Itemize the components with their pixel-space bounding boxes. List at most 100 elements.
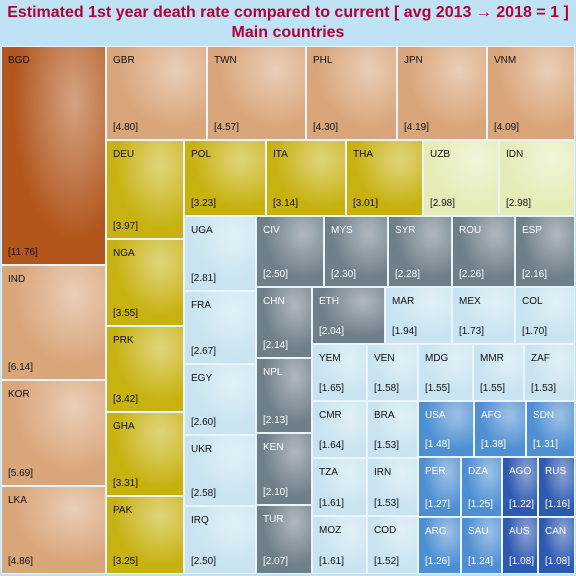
cell-value-label: [3.25] <box>113 556 139 567</box>
cell-value-label: [2.67] <box>191 346 217 357</box>
cell-value-label: [4.57] <box>214 122 240 133</box>
cell-value-label: [1.53] <box>531 383 557 394</box>
cell-value-label: [1.26] <box>425 556 451 567</box>
cell-code-label: GHA <box>113 421 135 432</box>
cell-code-label: VEN <box>374 353 395 364</box>
treemap-cell-bgd: BGD [11.76] <box>1 46 106 265</box>
cell-code-label: AGO <box>509 466 532 477</box>
treemap-cell-jpn: JPN [4.19] <box>397 46 487 140</box>
cell-value-label: [4.30] <box>313 122 339 133</box>
cell-value-label: [1.08] <box>545 556 571 567</box>
treemap-cell-mar: MAR [1.94] <box>385 287 452 344</box>
cell-code-label: GBR <box>113 55 135 66</box>
treemap-cell-tur: TUR [2.07] <box>256 505 312 574</box>
cell-value-label: [1.61] <box>319 556 345 567</box>
treemap-cell-rou: ROU [2.26] <box>452 216 515 287</box>
cell-code-label: COD <box>374 525 397 536</box>
chart-title: Estimated 1st year death rate compared t… <box>7 4 569 21</box>
treemap-cell-ken: KEN [2.10] <box>256 433 312 505</box>
treemap-cell-sdn: SDN [1.31] <box>526 401 575 457</box>
treemap-cell-gbr: GBR [4.80] <box>106 46 207 140</box>
cell-code-label: LKA <box>8 495 27 506</box>
cell-code-label: CAN <box>545 526 567 537</box>
cell-code-label: VNM <box>494 55 517 66</box>
cell-code-label: UGA <box>191 225 213 236</box>
cell-value-label: [3.97] <box>113 221 139 232</box>
treemap-cell-mys: MYS [2.30] <box>324 216 388 287</box>
cell-code-label: ITA <box>273 149 288 160</box>
treemap-cell-aus: AUS [1.08] <box>502 517 538 574</box>
cell-code-label: ROU <box>459 225 482 236</box>
treemap-cell-dza: DZA [1.25] <box>461 457 502 517</box>
cell-value-label: [1.27] <box>425 499 451 510</box>
cell-code-label: ARG <box>425 526 447 537</box>
treemap-cell-sau: SAU [1.24] <box>461 517 502 574</box>
cell-code-label: MEX <box>459 296 481 307</box>
cell-code-label: BRA <box>374 410 395 421</box>
cell-value-label: [2.10] <box>263 487 289 498</box>
cell-value-label: [4.19] <box>404 122 430 133</box>
treemap-cell-usa: USA [1.48] <box>418 401 474 457</box>
treemap-cell-moz: MOZ [1.61] <box>312 516 367 574</box>
cell-value-label: [1.53] <box>374 498 400 509</box>
cell-code-label: AUS <box>509 526 530 537</box>
cell-value-label: [1.55] <box>480 383 506 394</box>
treemap-cell-cod: COD [1.52] <box>367 516 418 574</box>
cell-code-label: PAK <box>113 505 133 516</box>
cell-code-label: DEU <box>113 149 135 160</box>
cell-code-label: EGY <box>191 373 213 384</box>
cell-value-label: [1.55] <box>425 383 451 394</box>
cell-code-label: IND <box>8 274 26 285</box>
chart-subtitle: Main countries <box>231 24 345 41</box>
cell-code-label: SAU <box>468 526 489 537</box>
cell-value-label: [2.14] <box>263 340 289 351</box>
cell-code-label: MOZ <box>319 525 342 536</box>
cell-code-label: IDN <box>506 149 524 160</box>
cell-value-label: [3.01] <box>353 198 379 209</box>
treemap-cell-eth: ETH [2.04] <box>312 287 385 344</box>
cell-value-label: [3.42] <box>113 394 139 405</box>
cell-value-label: [3.31] <box>113 478 139 489</box>
cell-code-label: UKR <box>191 444 213 455</box>
cell-code-label: SDN <box>533 410 555 421</box>
cell-value-label: [3.23] <box>191 198 217 209</box>
cell-value-label: [2.50] <box>263 269 289 280</box>
cell-code-label: CHN <box>263 296 285 307</box>
cell-code-label: MMR <box>480 353 504 364</box>
treemap-cell-yem: YEM [1.65] <box>312 344 367 401</box>
treemap-cell-ukr: UKR [2.58] <box>184 435 256 506</box>
cell-value-label: [1.24] <box>468 556 494 567</box>
treemap-cell-ita: ITA [3.14] <box>266 140 346 216</box>
cell-value-label: [1.94] <box>392 326 418 337</box>
cell-code-label: PHL <box>313 55 333 66</box>
treemap-cell-prk: PRK [3.42] <box>106 326 184 412</box>
treemap-cell-phl: PHL [4.30] <box>306 46 397 140</box>
cell-value-label: [2.13] <box>263 415 289 426</box>
cell-code-label: PER <box>425 466 446 477</box>
cell-code-label: PRK <box>113 335 134 346</box>
cell-code-label: CMR <box>319 410 342 421</box>
treemap-cell-irn: IRN [1.53] <box>367 458 418 516</box>
treemap-cell-can: CAN [1.08] <box>538 517 575 574</box>
cell-code-label: IRN <box>374 467 392 478</box>
treemap-cell-bra: BRA [1.53] <box>367 401 418 458</box>
cell-value-label: [2.04] <box>319 326 345 337</box>
treemap-cell-mmr: MMR [1.55] <box>473 344 524 401</box>
treemap-cell-per: PER [1.27] <box>418 457 461 517</box>
treemap-cell-rus: RUS [1.16] <box>538 457 575 517</box>
treemap-cell-npl: NPL [2.13] <box>256 358 312 433</box>
cell-code-label: COL <box>522 296 543 307</box>
cell-value-label: [3.55] <box>113 308 139 319</box>
cell-code-label: RUS <box>545 466 567 477</box>
cell-code-label: FRA <box>191 300 211 311</box>
cell-code-label: ESP <box>522 225 543 236</box>
cell-code-label: BGD <box>8 55 30 66</box>
treemap-cell-ago: AGO [1.22] <box>502 457 538 517</box>
cell-value-label: [3.14] <box>273 198 299 209</box>
cell-value-label: [1.64] <box>319 440 345 451</box>
cell-code-label: POL <box>191 149 212 160</box>
treemap-cell-tza: TZA [1.61] <box>312 458 367 516</box>
treemap-cell-gha: GHA [3.31] <box>106 412 184 496</box>
treemap-cell-nga: NGA [3.55] <box>106 239 184 326</box>
